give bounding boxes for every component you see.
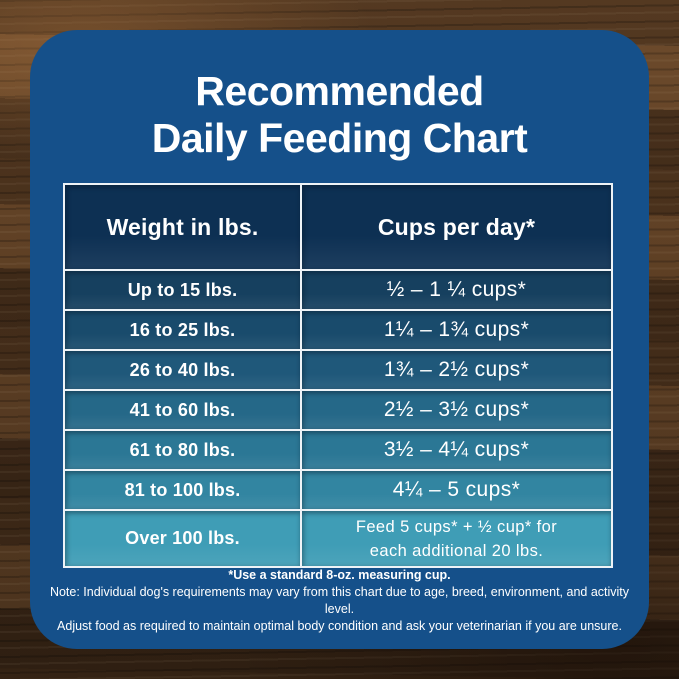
table-row-cups: 3½ – 4¼ cups* [302, 431, 611, 469]
table-row-weight: 61 to 80 lbs. [65, 431, 300, 469]
table-row-cups: 1¼ – 1¾ cups* [302, 311, 611, 349]
footnotes: *Use a standard 8-oz. measuring cup. Not… [42, 567, 637, 635]
table-row-weight: 81 to 100 lbs. [65, 471, 300, 509]
title-line-1: Recommended [195, 68, 484, 114]
feeding-table: Weight in lbs. Cups per day* Up to 15 lb… [63, 183, 613, 568]
feeding-chart-card: Recommended Daily Feeding Chart Weight i… [30, 30, 649, 649]
table-row-weight: 16 to 25 lbs. [65, 311, 300, 349]
cups-line-2: each additional 20 lbs. [369, 541, 544, 560]
table-row-weight: 26 to 40 lbs. [65, 351, 300, 389]
title-line-2: Daily Feeding Chart [151, 115, 528, 161]
requirements-note: Note: Individual dog's requirements may … [49, 585, 630, 616]
table-row-cups: ½ – 1 ¼ cups* [302, 271, 611, 309]
column-header-cups: Cups per day* [302, 185, 611, 269]
page-title: Recommended Daily Feeding Chart [30, 68, 649, 162]
table-row-cups: 2½ – 3½ cups* [302, 391, 611, 429]
veterinarian-note: Adjust food as required to maintain opti… [57, 619, 622, 633]
table-row-weight: Over 100 lbs. [65, 511, 300, 566]
table-row-cups: 1¾ – 2½ cups* [302, 351, 611, 389]
column-header-weight: Weight in lbs. [65, 185, 300, 269]
measuring-cup-note: *Use a standard 8-oz. measuring cup. [228, 568, 451, 582]
table-row-weight: Up to 15 lbs. [65, 271, 300, 309]
table-row-cups: Feed 5 cups* + ½ cup* for each additiona… [302, 511, 611, 566]
table-row-weight: 41 to 60 lbs. [65, 391, 300, 429]
table-row-cups: 4¼ – 5 cups* [302, 471, 611, 509]
cups-line-1: Feed 5 cups* + ½ cup* for [355, 517, 558, 536]
